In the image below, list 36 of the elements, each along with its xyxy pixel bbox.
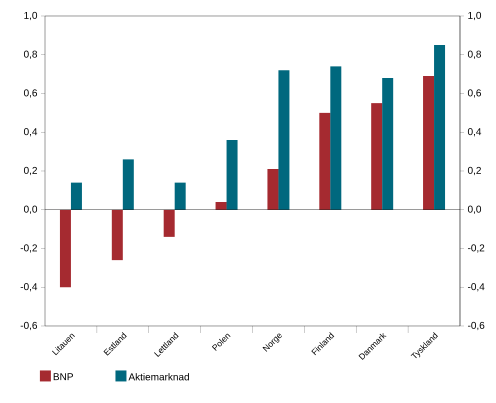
- y2-tick-label: 0,6: [24, 89, 38, 98]
- bar: [371, 103, 382, 210]
- y-tick-label: 0,6: [468, 89, 482, 98]
- bar: [60, 210, 71, 288]
- bar: [174, 182, 186, 210]
- bar: [278, 70, 290, 210]
- bar: [434, 45, 446, 210]
- y2-tick-label: 0,2: [24, 166, 37, 176]
- bar: [70, 182, 82, 210]
- bar: [330, 66, 342, 210]
- bar: [319, 112, 330, 210]
- y-tick-label: 0,0: [468, 206, 482, 214]
- bar: [112, 210, 123, 260]
- bar: [382, 78, 394, 210]
- y2-tick-label: 0,0: [24, 206, 38, 214]
- bar: [122, 159, 134, 210]
- y-tick-label: -0,2: [468, 244, 484, 253]
- y-tick-label: 0,4: [468, 128, 482, 136]
- y-tick-label: -0,6: [468, 322, 484, 330]
- y2-tick-label: 1,0: [24, 12, 38, 20]
- y2-tick-label: -0,6: [20, 322, 38, 330]
- bar: [267, 169, 278, 210]
- y-tick-label: 0,8: [468, 50, 482, 59]
- legend-label: Aktiemarknad: [128, 373, 189, 380]
- bar: [423, 76, 434, 210]
- y-tick-label: 0,2: [468, 166, 481, 176]
- legend-label: BNP: [54, 373, 73, 380]
- bar: [226, 140, 238, 210]
- y-tick-label: 1,0: [468, 12, 482, 20]
- y2-tick-label: 0,8: [24, 50, 38, 59]
- y2-tick-label: -0,2: [20, 244, 37, 253]
- y2-tick-label: -0,4: [20, 283, 38, 292]
- bar: [164, 210, 175, 237]
- y-tick-label: -0,4: [468, 283, 484, 292]
- y2-tick-label: 0,4: [24, 128, 38, 136]
- bar: [216, 202, 227, 210]
